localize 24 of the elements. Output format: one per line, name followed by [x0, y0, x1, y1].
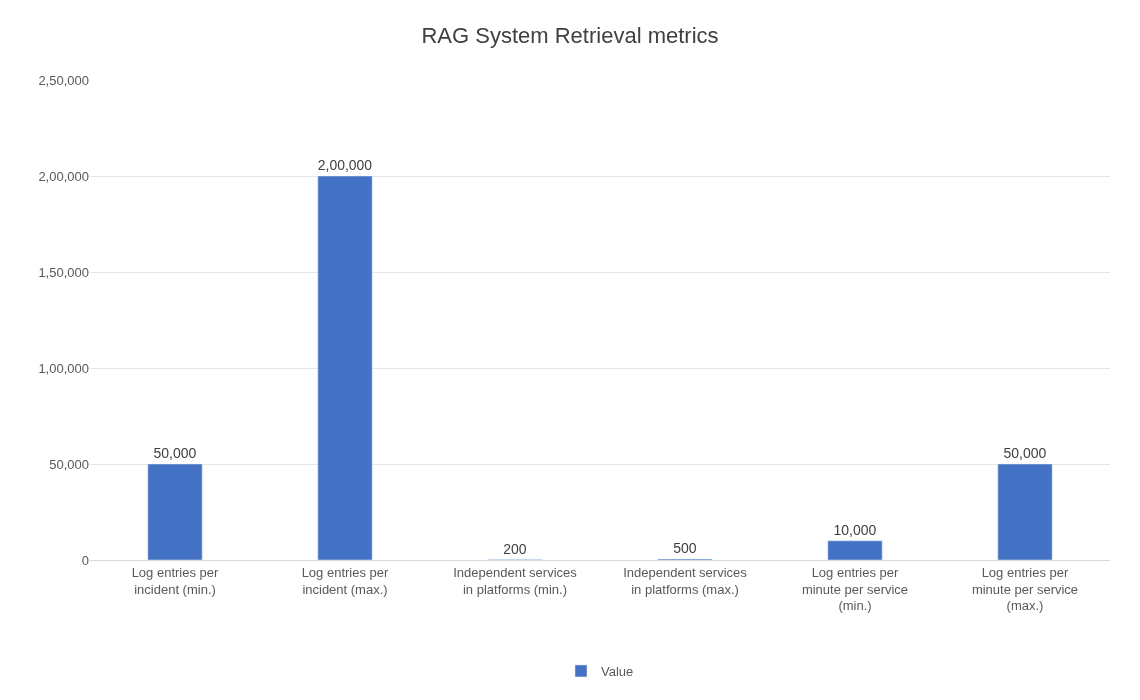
- x-tick-label: Log entries per minute per service (min.): [801, 564, 909, 614]
- y-tick-label: 1,00,000: [38, 360, 89, 376]
- data-label: 50,000: [1003, 445, 1047, 461]
- y-tick-label: 0: [81, 552, 89, 568]
- bar: [147, 463, 203, 560]
- bar: [827, 540, 883, 560]
- y-tick-label: 50,000: [49, 456, 89, 472]
- chart-title: RAG System Retrieval metrics: [421, 23, 719, 49]
- x-tick-label: Log entries per incident (min.): [131, 564, 220, 597]
- y-tick-label: 2,00,000: [38, 168, 89, 184]
- bar: [317, 175, 373, 560]
- y-tick-label: 2,50,000: [38, 72, 89, 88]
- data-label: 500: [673, 540, 697, 557]
- data-label: 50,000: [153, 445, 197, 461]
- legend-label: Value: [601, 664, 634, 680]
- x-tick-label: Log entries per minute per service (max.): [971, 564, 1079, 614]
- data-label: 200: [503, 540, 527, 557]
- bar: [997, 463, 1053, 560]
- x-tick-label: Independent services in platforms (min.): [453, 564, 578, 597]
- data-label: 10,000: [833, 521, 877, 538]
- data-label: 2,00,000: [317, 157, 373, 174]
- x-tick-label: Independent services in platforms (max.): [623, 564, 748, 597]
- y-tick-label: 1,50,000: [38, 264, 89, 280]
- x-tick-label: Log entries per incident (max.): [301, 564, 390, 597]
